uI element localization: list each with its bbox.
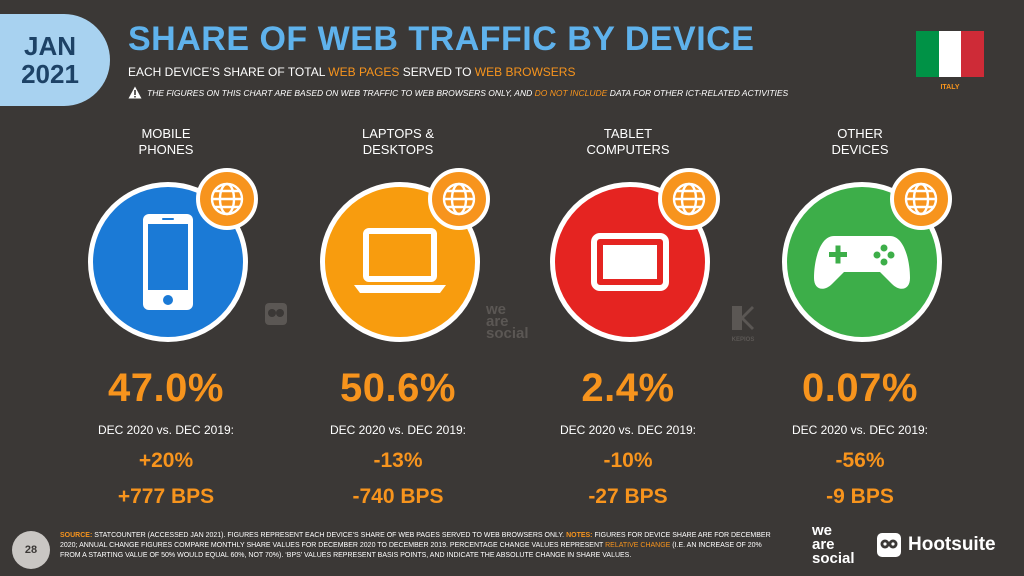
device-label-line2: PHONES [138, 142, 194, 157]
badge-month: JAN [23, 31, 76, 61]
globe-icon [890, 168, 952, 230]
kepios-logo-icon [732, 306, 754, 330]
subtitle-text: EACH DEVICE’S SHARE OF TOTAL [128, 65, 329, 79]
bps-change: -27 BPS [588, 485, 668, 508]
device-label: MOBILE PHONES [56, 126, 276, 160]
laptop-icon [354, 228, 446, 293]
device-column-other: OTHER DEVICES 0.07% DEC 2020 vs. DEC 201… [750, 126, 970, 509]
watermark-line1: we [486, 301, 507, 318]
source-label: SOURCE: [60, 532, 93, 539]
watermark-line2: are [486, 313, 509, 330]
share-value: 0.07% [802, 366, 918, 410]
gamepad-icon [814, 236, 910, 289]
logo-line2: are [812, 536, 835, 553]
bps-change: +777 BPS [117, 485, 215, 508]
note-text-end: DATA FOR OTHER ICT-RELATED ACTIVITIES [607, 87, 789, 98]
device-circle [782, 182, 942, 342]
chart-note: THE FIGURES ON THIS CHART ARE BASED ON W… [128, 86, 788, 99]
notes-label: NOTES: [566, 532, 593, 539]
device-label-line1: LAPTOPS & [361, 126, 434, 141]
period-label: DEC 2020 vs. DEC 2019: [329, 423, 467, 437]
date-badge: JAN 2021 [0, 14, 110, 106]
hootsuite-label: Hootsuite [908, 534, 996, 555]
device-label-line1: MOBILE [141, 126, 191, 141]
notes-text-end: (I.E. AN INCREASE OF 20% FROM A STARTING… [60, 542, 762, 559]
page-number: 28 [12, 531, 50, 569]
smartphone-icon [143, 214, 193, 310]
device-column-mobile: MOBILE PHONES 47.0% DEC 2020 vs. DEC 201… [56, 126, 276, 509]
share-value: 2.4% [581, 366, 675, 410]
device-column-tablet: TABLET COMPUTERS 2.4% DEC 2020 vs. DEC 2… [518, 126, 738, 509]
period-label: DEC 2020 vs. DEC 2019: [791, 423, 929, 437]
notes-text: FIGURES FOR DEVICE SHARE ARE FOR DECEMBE… [60, 532, 771, 549]
kepios-watermark: KEPIOS [730, 304, 756, 343]
subtitle-highlight-2: WEB BROWSERS [474, 65, 576, 79]
period-label: DEC 2020 vs. DEC 2019: [97, 423, 235, 437]
owl-watermark-icon [264, 302, 288, 331]
notes-highlight: RELATIVE CHANGE [605, 542, 671, 549]
logo-line3: social [812, 550, 855, 567]
bps-change: -9 BPS [826, 485, 894, 508]
device-circle [320, 182, 480, 342]
we-are-social-logo: we are social [812, 522, 855, 567]
page-title: SHARE OF WEB TRAFFIC BY DEVICE [128, 20, 755, 58]
country-label: ITALY [940, 84, 960, 91]
device-label: LAPTOPS & DESKTOPS [288, 126, 508, 160]
globe-icon [196, 168, 258, 230]
device-label-line2: DEVICES [831, 142, 889, 157]
globe-icon [428, 168, 490, 230]
device-column-laptop: LAPTOPS & DESKTOPS 50.6% DEC 2020 vs. DE… [288, 126, 508, 509]
subtitle-text-mid: SERVED TO [399, 65, 475, 79]
badge-year: 2021 [21, 59, 79, 89]
watermark-line3: social [486, 325, 529, 342]
device-label-line1: OTHER [837, 126, 883, 141]
relative-change: -10% [603, 449, 653, 472]
bps-change: -740 BPS [352, 485, 444, 508]
device-label-line2: COMPUTERS [586, 142, 670, 157]
logo-line1: we [812, 522, 833, 539]
note-text: THE FIGURES ON THIS CHART ARE BASED ON W… [147, 87, 535, 98]
device-label: TABLET COMPUTERS [518, 126, 738, 160]
source-text: STATCOUNTER (ACCESSED JAN 2021). FIGURES… [92, 532, 567, 539]
kepios-label: KEPIOS [731, 337, 755, 343]
relative-change: +20% [138, 449, 194, 472]
device-label-line1: TABLET [603, 126, 653, 141]
share-value: 50.6% [340, 366, 456, 410]
relative-change: -56% [835, 449, 885, 472]
hootsuite-logo: Hootsuite [876, 532, 996, 558]
italy-flag-icon [916, 31, 985, 77]
source-note: SOURCE: STATCOUNTER (ACCESSED JAN 2021).… [60, 531, 780, 561]
subtitle-highlight-1: WEB PAGES [328, 65, 400, 79]
device-label-line2: DESKTOPS [362, 142, 434, 157]
we-are-social-watermark: we are social [486, 301, 529, 342]
subtitle: EACH DEVICE’S SHARE OF TOTAL WEB PAGES S… [128, 65, 575, 79]
share-value: 47.0% [108, 366, 224, 410]
globe-icon [658, 168, 720, 230]
warning-icon [128, 86, 142, 99]
relative-change: -13% [373, 449, 423, 472]
note-highlight: DO NOT INCLUDE [534, 87, 608, 98]
tablet-icon [591, 233, 669, 291]
device-label: OTHER DEVICES [750, 126, 970, 160]
period-label: DEC 2020 vs. DEC 2019: [559, 423, 697, 437]
owl-icon [877, 533, 901, 557]
